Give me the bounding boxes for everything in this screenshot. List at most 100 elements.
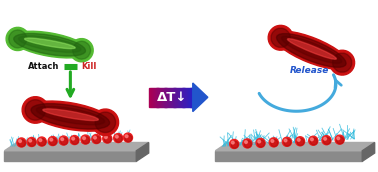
Ellipse shape <box>282 36 342 63</box>
Circle shape <box>60 138 68 145</box>
Circle shape <box>115 135 122 142</box>
Ellipse shape <box>31 104 110 129</box>
Circle shape <box>310 138 318 145</box>
Circle shape <box>311 138 313 141</box>
Bar <box>158 88 160 107</box>
Bar <box>189 88 191 107</box>
Bar <box>174 88 176 107</box>
Circle shape <box>231 141 234 144</box>
Circle shape <box>125 135 132 142</box>
Bar <box>170 88 171 107</box>
Ellipse shape <box>6 27 29 51</box>
Bar <box>156 88 158 107</box>
Circle shape <box>71 137 79 144</box>
Bar <box>188 88 189 107</box>
Bar <box>186 88 187 107</box>
Text: Release: Release <box>290 66 329 76</box>
Circle shape <box>297 138 304 146</box>
Circle shape <box>297 139 300 141</box>
Polygon shape <box>5 142 149 151</box>
Circle shape <box>61 138 64 141</box>
Bar <box>166 88 168 107</box>
Circle shape <box>296 137 305 146</box>
Circle shape <box>50 138 57 145</box>
Bar <box>162 88 163 107</box>
Circle shape <box>28 139 36 146</box>
Circle shape <box>271 140 274 142</box>
Circle shape <box>284 139 287 142</box>
Circle shape <box>322 136 331 145</box>
Circle shape <box>256 138 265 147</box>
Ellipse shape <box>70 39 93 62</box>
Bar <box>177 88 178 107</box>
Circle shape <box>284 139 291 146</box>
Circle shape <box>82 137 90 144</box>
Text: ΔT↓: ΔT↓ <box>157 91 187 104</box>
Circle shape <box>245 141 247 143</box>
Bar <box>161 88 162 107</box>
Bar <box>169 88 170 107</box>
Circle shape <box>94 136 96 139</box>
Circle shape <box>81 135 90 144</box>
Circle shape <box>324 137 327 140</box>
Circle shape <box>19 140 22 142</box>
Circle shape <box>37 137 46 146</box>
Bar <box>192 88 194 107</box>
Bar <box>187 88 188 107</box>
FancyArrowPatch shape <box>67 72 74 96</box>
Circle shape <box>50 138 53 141</box>
Ellipse shape <box>268 25 293 50</box>
Ellipse shape <box>73 41 91 59</box>
Circle shape <box>244 141 251 148</box>
Polygon shape <box>215 142 375 151</box>
Bar <box>183 88 185 107</box>
Ellipse shape <box>288 39 336 59</box>
Text: Attach: Attach <box>28 62 60 71</box>
Bar <box>179 88 180 107</box>
Circle shape <box>243 139 252 148</box>
Circle shape <box>92 135 101 144</box>
Ellipse shape <box>14 34 85 56</box>
Circle shape <box>29 139 32 142</box>
Bar <box>152 88 153 107</box>
Polygon shape <box>193 83 208 112</box>
Text: Kill: Kill <box>81 62 96 71</box>
Circle shape <box>337 137 340 140</box>
Circle shape <box>282 137 291 146</box>
Ellipse shape <box>43 109 98 121</box>
Circle shape <box>309 136 318 145</box>
Circle shape <box>124 133 133 142</box>
Ellipse shape <box>28 101 113 131</box>
Circle shape <box>18 139 25 147</box>
Circle shape <box>72 137 74 140</box>
Circle shape <box>116 135 118 138</box>
Circle shape <box>104 136 112 143</box>
Bar <box>190 88 192 107</box>
Bar <box>165 88 167 107</box>
Bar <box>157 88 159 107</box>
Circle shape <box>103 134 112 143</box>
Circle shape <box>59 136 68 145</box>
Bar <box>194 88 195 107</box>
Circle shape <box>93 136 101 143</box>
Ellipse shape <box>22 97 49 123</box>
Circle shape <box>269 138 278 147</box>
Ellipse shape <box>333 53 352 72</box>
Circle shape <box>83 137 85 139</box>
Circle shape <box>125 135 128 138</box>
Circle shape <box>48 137 57 146</box>
Bar <box>172 88 174 107</box>
Circle shape <box>271 139 278 147</box>
Ellipse shape <box>274 31 349 69</box>
Bar <box>182 88 184 107</box>
Circle shape <box>323 137 330 144</box>
Ellipse shape <box>271 28 290 47</box>
Circle shape <box>335 135 344 144</box>
Polygon shape <box>5 151 136 161</box>
Polygon shape <box>136 142 149 161</box>
Ellipse shape <box>92 109 119 136</box>
Circle shape <box>230 139 239 148</box>
Bar <box>155 88 156 107</box>
Bar <box>178 88 179 107</box>
Circle shape <box>114 133 123 143</box>
